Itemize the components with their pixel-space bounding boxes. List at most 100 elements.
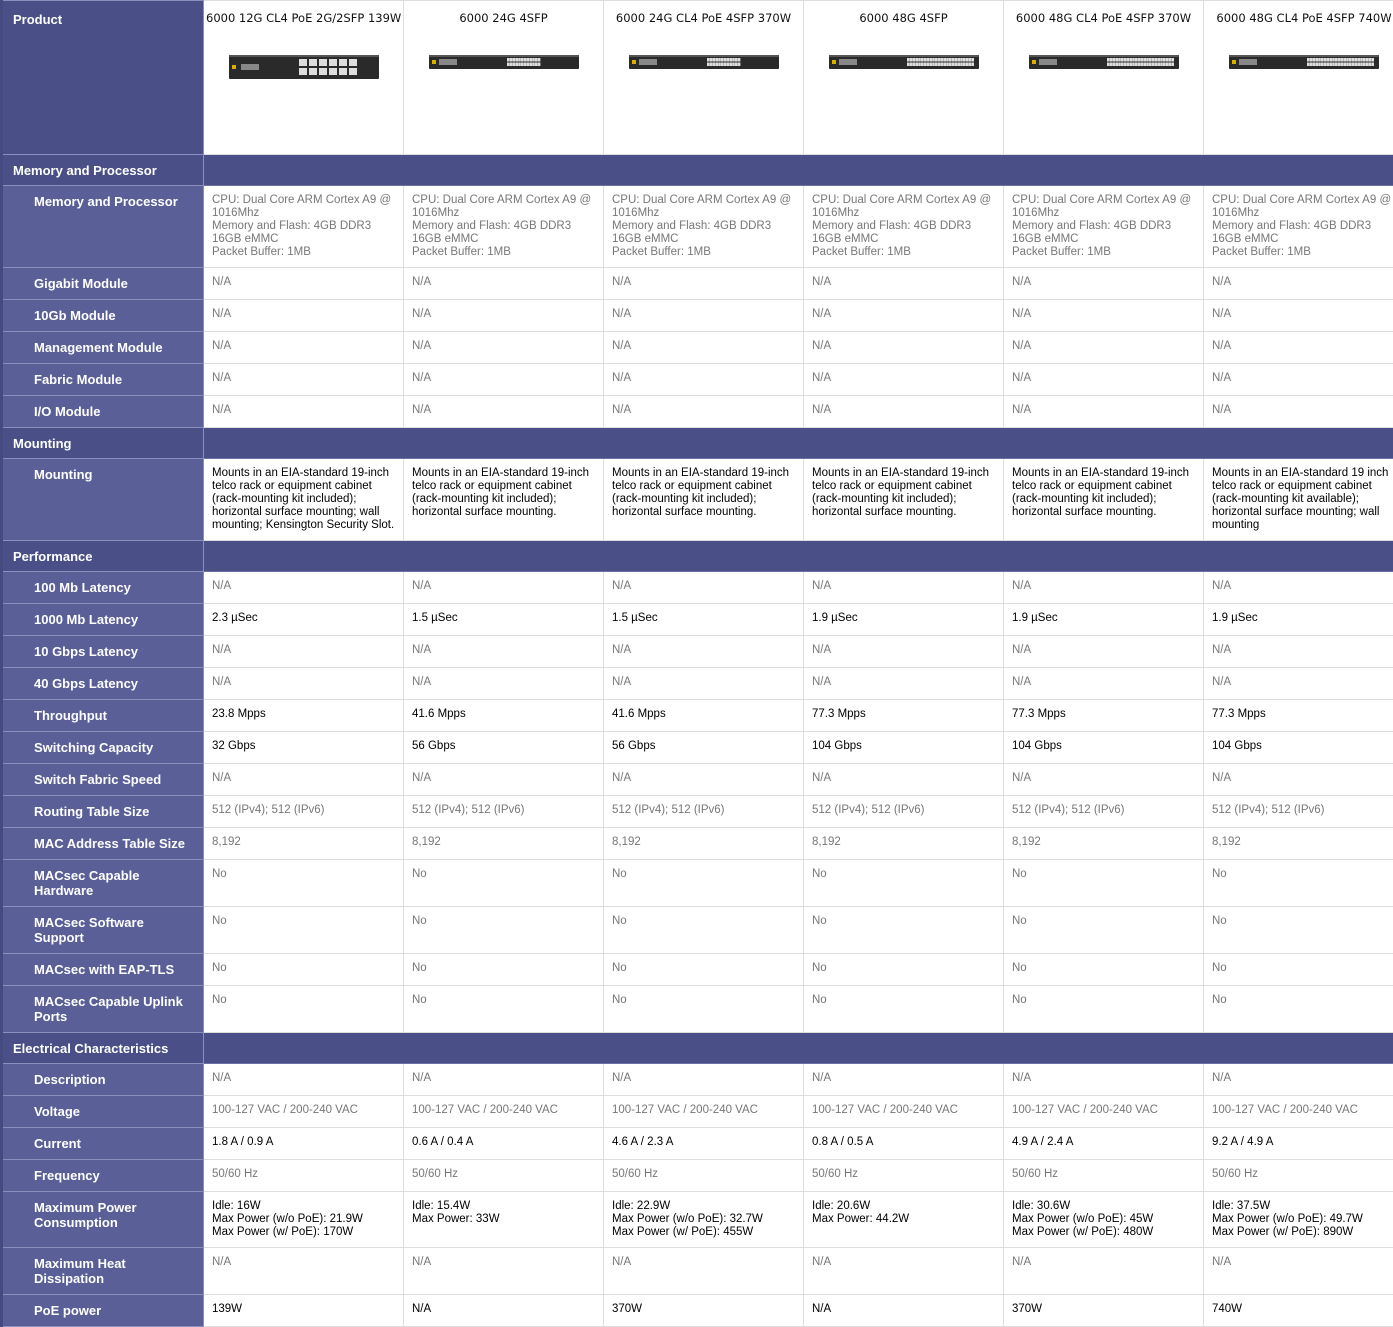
cell-text: N/A <box>1212 1256 1231 1268</box>
cell-text: Mounts in an EIA-standard 19 inch telco … <box>1212 467 1388 531</box>
cell-text: 50/60 Hz <box>212 1168 258 1180</box>
cell-line: Idle: 30.6W <box>1012 1200 1196 1213</box>
product-image <box>1229 55 1379 69</box>
cell-text: No <box>1212 915 1227 927</box>
cell-text: 8,192 <box>812 836 841 848</box>
cell-line: Max Power (w/o PoE): 49.7W <box>1212 1213 1393 1226</box>
cell-text: N/A <box>412 580 431 592</box>
cell-text: No <box>1012 915 1027 927</box>
spec-cell: N/A <box>804 636 1004 668</box>
spec-cell: N/A <box>604 268 804 300</box>
spec-cell: 512 (IPv4); 512 (IPv6) <box>804 796 1004 828</box>
cell-line: Idle: 15.4W <box>412 1200 596 1213</box>
spec-cell: 740W <box>1204 1295 1393 1327</box>
cell-text: N/A <box>612 1072 631 1084</box>
cell-text: N/A <box>212 644 231 656</box>
section-fill <box>1204 541 1393 572</box>
spec-cell: N/A <box>804 332 1004 364</box>
cell-text: No <box>612 868 627 880</box>
spec-cell: 77.3 Mpps <box>1204 700 1393 732</box>
spec-cell: N/A <box>1004 764 1204 796</box>
spec-cell: 370W <box>604 1295 804 1327</box>
cell-text: 100-127 VAC / 200-240 VAC <box>412 1104 558 1116</box>
cell-text: No <box>212 962 227 974</box>
cell-text: N/A <box>212 276 231 288</box>
cell-text: N/A <box>612 340 631 352</box>
spec-cell: N/A <box>604 668 804 700</box>
cell-text: N/A <box>1012 772 1031 784</box>
cell-line: Max Power (w/ PoE): 170W <box>212 1226 396 1239</box>
row-label: 40 Gbps Latency <box>2 668 204 700</box>
row-label: Management Module <box>2 332 204 364</box>
cell-text: N/A <box>612 676 631 688</box>
cell-text: N/A <box>812 1256 831 1268</box>
spec-cell: N/A <box>604 332 804 364</box>
cell-text: No <box>212 915 227 927</box>
spec-cell: 8,192 <box>604 828 804 860</box>
spec-cell: N/A <box>604 572 804 604</box>
cell-text: N/A <box>412 372 431 384</box>
spec-cell: N/A <box>1004 300 1204 332</box>
section-fill <box>1004 155 1204 186</box>
spec-cell: 50/60 Hz <box>1004 1160 1204 1192</box>
cell-line: Packet Buffer: 1MB <box>1212 246 1393 259</box>
cell-text: N/A <box>1212 1072 1231 1084</box>
spec-cell: 104 Gbps <box>1204 732 1393 764</box>
spec-cell: 512 (IPv4); 512 (IPv6) <box>604 796 804 828</box>
cell-text: 4.6 A / 2.3 A <box>612 1136 673 1148</box>
spec-cell: 8,192 <box>204 828 404 860</box>
row-label: Voltage <box>2 1096 204 1128</box>
spec-cell: N/A <box>804 764 1004 796</box>
spec-cell: 56 Gbps <box>404 732 604 764</box>
cell-text: N/A <box>612 1256 631 1268</box>
cell-text: N/A <box>412 1072 431 1084</box>
spec-cell: N/A <box>804 268 1004 300</box>
cell-line: Idle: 22.9W <box>612 1200 796 1213</box>
cell-text: N/A <box>1012 676 1031 688</box>
product-header: 6000 24G CL4 PoE 4SFP 370W <box>604 1 804 155</box>
spec-cell: No <box>804 954 1004 986</box>
spec-cell: 100-127 VAC / 200-240 VAC <box>804 1096 1004 1128</box>
spec-cell: 0.8 A / 0.5 A <box>804 1128 1004 1160</box>
cell-text: 50/60 Hz <box>412 1168 458 1180</box>
spec-cell: 512 (IPv4); 512 (IPv6) <box>1204 796 1393 828</box>
cell-line: Max Power (w/ PoE): 480W <box>1012 1226 1196 1239</box>
spec-cell: N/A <box>1204 764 1393 796</box>
spec-cell: N/A <box>804 1064 1004 1096</box>
cell-text: N/A <box>212 372 231 384</box>
section-fill <box>804 155 1004 186</box>
spec-cell: N/A <box>1004 364 1204 396</box>
cell-text: No <box>812 962 827 974</box>
row-label: MACsec Capable Uplink Ports <box>2 986 204 1033</box>
spec-cell: 2.3 µSec <box>204 604 404 636</box>
row-label: 1000 Mb Latency <box>2 604 204 636</box>
cell-text: N/A <box>1012 404 1031 416</box>
spec-cell: 370W <box>1004 1295 1204 1327</box>
cell-text: Mounts in an EIA-standard 19-inch telco … <box>412 467 589 518</box>
row-label: Memory and Processor <box>2 186 204 268</box>
cell-line: Memory and Flash: 4GB DDR3 16GB eMMC <box>812 220 996 246</box>
cell-text: N/A <box>612 372 631 384</box>
cell-text: No <box>812 915 827 927</box>
cell-text: 512 (IPv4); 512 (IPv6) <box>612 804 725 816</box>
cell-text: No <box>1212 868 1227 880</box>
spec-cell: N/A <box>1204 332 1393 364</box>
spec-cell: N/A <box>204 364 404 396</box>
section-fill <box>204 155 404 186</box>
cell-text: N/A <box>1012 644 1031 656</box>
cell-text: 50/60 Hz <box>812 1168 858 1180</box>
section-fill <box>804 541 1004 572</box>
spec-cell: No <box>1204 986 1393 1033</box>
spec-cell: 8,192 <box>804 828 1004 860</box>
spec-cell: N/A <box>804 1295 1004 1327</box>
row-label: Description <box>2 1064 204 1096</box>
